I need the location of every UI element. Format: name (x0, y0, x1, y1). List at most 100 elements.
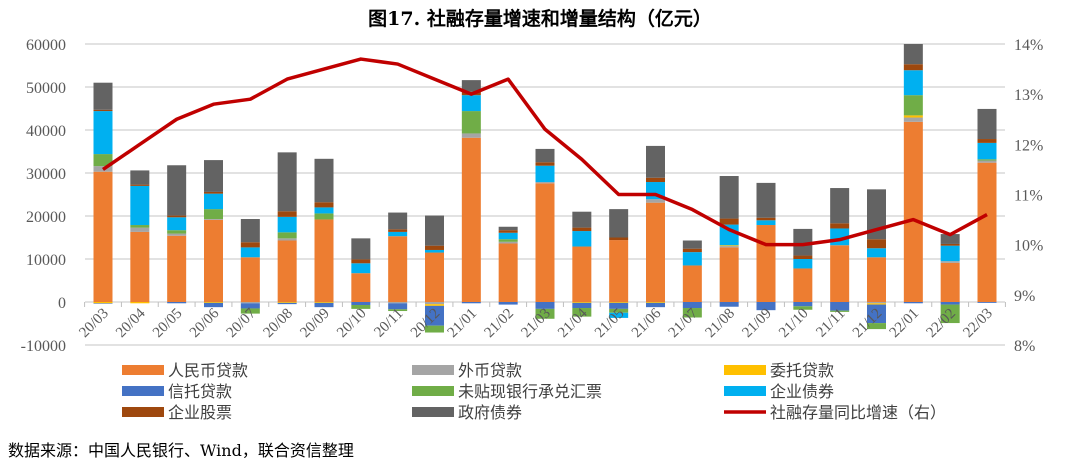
bar-segment (867, 239, 886, 249)
x-tick-label: 20/06 (187, 305, 223, 341)
bar-segment (425, 325, 444, 333)
bar-segment (425, 245, 444, 250)
bar-segment (682, 252, 702, 266)
bar-segment (498, 241, 518, 244)
bar-segment (130, 302, 150, 304)
bar-segment (719, 302, 739, 307)
legend-swatch (724, 365, 766, 375)
legend-label: 信托贷款 (168, 383, 232, 401)
legend-swatch (122, 365, 164, 375)
bar-segment (388, 309, 408, 312)
bar-segment (388, 303, 408, 310)
bar-segment (130, 231, 150, 302)
bar-segment (204, 302, 223, 303)
bar-segment (277, 216, 297, 233)
bar-segment (977, 142, 997, 160)
bar-segment (609, 237, 629, 241)
bar-segment (204, 209, 223, 220)
bar-segment (977, 160, 997, 163)
bar-segment (977, 162, 997, 302)
bar-segment (351, 259, 371, 264)
bar-segment (130, 185, 150, 226)
bar-segment (314, 213, 334, 220)
bar-segment (535, 183, 555, 302)
bar-segment (167, 233, 187, 236)
bar-segment (646, 199, 665, 203)
bar-segment (498, 230, 518, 233)
bar-segment (240, 257, 260, 302)
bar-segment (130, 170, 150, 185)
legend-swatch (412, 386, 454, 396)
bar-segment (498, 226, 518, 231)
bar-segment (867, 248, 886, 258)
bar-segment (130, 225, 150, 228)
bar-segment (793, 259, 813, 269)
bar-segment (351, 302, 371, 306)
bar-segment (204, 193, 223, 210)
bar-segment (535, 182, 555, 184)
bar-segment (609, 312, 629, 318)
bar-segment (167, 230, 187, 234)
legend-swatch (724, 386, 766, 396)
bar-segment (682, 248, 702, 253)
bar-segment (903, 44, 923, 65)
legend-item: 信托贷款 (122, 383, 232, 401)
y2-tick-label: 11% (1014, 188, 1043, 205)
x-tick-label: 21/01 (445, 306, 480, 341)
y2-tick-label: 9% (1014, 288, 1035, 305)
x-tick-label: 21/08 (703, 306, 738, 341)
bar-segment (461, 95, 481, 112)
bar-segment (93, 111, 113, 155)
bar-segment (903, 64, 923, 71)
legend-label: 外币贷款 (458, 362, 522, 380)
y-tick-label: 0 (58, 295, 66, 312)
legend-label: 委托贷款 (770, 362, 834, 380)
legend-label: 未贴现银行承兑汇票 (458, 383, 602, 401)
bar-segment (277, 302, 297, 305)
bar-segment (793, 228, 813, 256)
legend-item: 社融存量同比增速（右） (724, 404, 946, 422)
bar-segment (793, 268, 813, 302)
bar-segment (388, 229, 408, 232)
bar-segment (314, 158, 334, 203)
legend-swatch (412, 407, 454, 417)
bar-segment (646, 202, 665, 302)
bar-segment (646, 177, 665, 183)
bar-segment (719, 245, 739, 247)
bar-segment (93, 303, 113, 304)
bar-segment (903, 70, 923, 96)
bar-segment (167, 302, 187, 304)
bar-segment (240, 308, 260, 314)
y-tick-label: 60000 (26, 37, 66, 54)
bar-segment (351, 263, 371, 274)
bar-segment (93, 302, 113, 304)
bar-segment (461, 111, 481, 134)
bar-segment (793, 255, 813, 259)
bar-segment (93, 82, 113, 110)
bar-segment (535, 302, 555, 309)
bar-segment (977, 302, 997, 303)
bar-segment (719, 246, 739, 248)
bar-segment (240, 219, 260, 243)
bar-segment (425, 304, 444, 306)
bar-segment (940, 234, 960, 244)
bar-segment (609, 302, 629, 309)
bar-segment (461, 80, 481, 92)
bar-segment (204, 191, 223, 194)
legend-item: 委托贷款 (724, 362, 834, 380)
bar-segment (940, 243, 960, 246)
legend-item: 人民币贷款 (122, 362, 248, 380)
bar-segment (572, 231, 592, 247)
y-tick-label: -10000 (21, 338, 66, 355)
bar-segment (277, 232, 297, 239)
bar-segment (977, 108, 997, 140)
bar-segment (425, 215, 444, 246)
bar-segment (646, 302, 665, 308)
bar-segment (167, 165, 187, 216)
bar-segment (977, 139, 997, 143)
bar-segment (572, 302, 592, 309)
bar-segment (314, 207, 334, 214)
bar-segment (425, 302, 444, 305)
bar-segment (609, 308, 629, 313)
bar-segment (867, 304, 886, 324)
